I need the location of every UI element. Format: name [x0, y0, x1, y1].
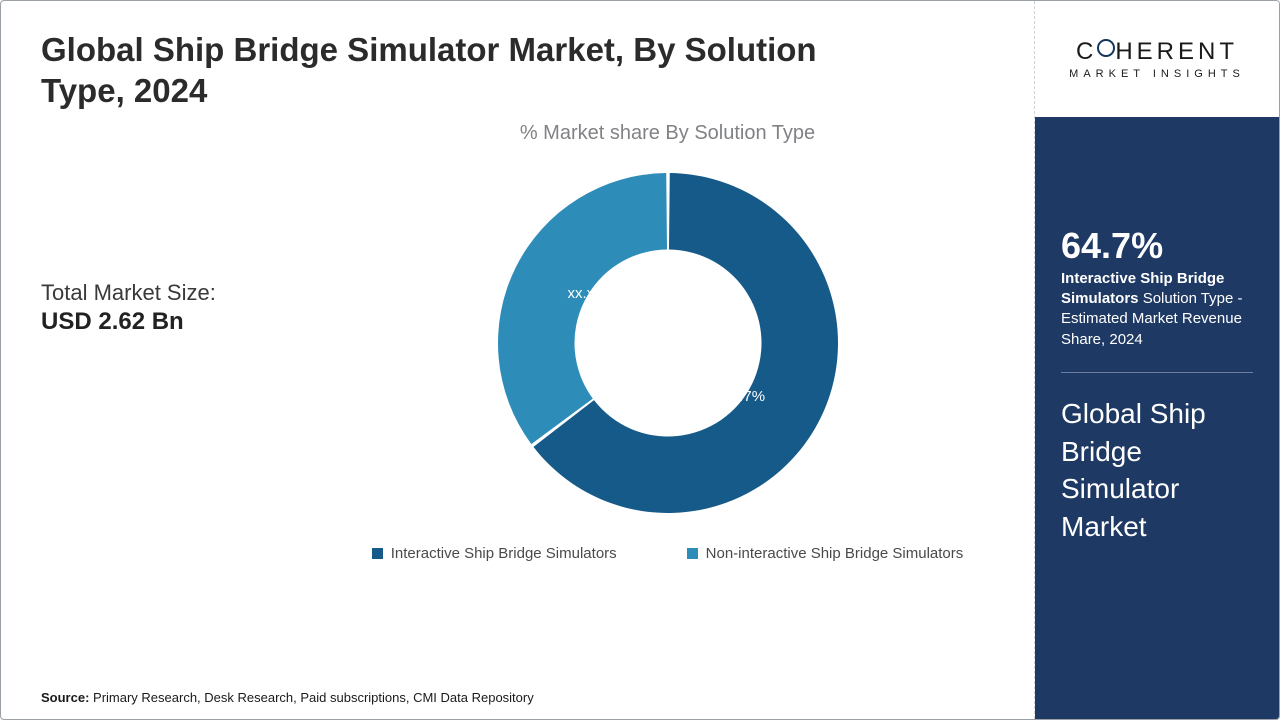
- logo-ring-icon: [1097, 38, 1115, 66]
- side-body: 64.7% Interactive Ship Bridge Simulators…: [1035, 117, 1279, 719]
- source-line: Source: Primary Research, Desk Research,…: [41, 690, 534, 705]
- logo-prefix: C: [1076, 38, 1097, 65]
- chart-column: % Market share By Solution Type 64.7% xx.…: [321, 112, 1014, 562]
- logo-line2: MARKET INSIGHTS: [1069, 68, 1245, 80]
- side-divider: [1061, 372, 1253, 373]
- donut-chart: 64.7% xx.x%: [488, 163, 848, 523]
- legend-swatch: [687, 548, 698, 559]
- donut-slice-label: 64.7%: [723, 388, 766, 405]
- logo-line1: C HERENT: [1069, 38, 1245, 67]
- side-title: Global Ship Bridge Simulator Market: [1061, 395, 1253, 546]
- donut-slice: [498, 173, 667, 444]
- donut-svg: [488, 163, 848, 523]
- source-text: Primary Research, Desk Research, Paid su…: [89, 690, 533, 705]
- side-description: Interactive Ship Bridge Simulators Solut…: [1061, 269, 1253, 350]
- market-size-label: Total Market Size:: [41, 280, 321, 306]
- chart-title: % Market share By Solution Type: [520, 122, 815, 145]
- chart-legend: Interactive Ship Bridge Simulators Non-in…: [372, 545, 964, 562]
- infographic-frame: Global Ship Bridge Simulator Market, By …: [0, 0, 1280, 720]
- legend-item: Interactive Ship Bridge Simulators: [372, 545, 617, 562]
- side-percent: 64.7%: [1061, 227, 1253, 265]
- source-label: Source:: [41, 690, 89, 705]
- logo-suffix: HERENT: [1115, 38, 1238, 65]
- legend-label: Non-interactive Ship Bridge Simulators: [706, 545, 964, 562]
- market-size-block: Total Market Size: USD 2.62 Bn: [41, 112, 321, 336]
- legend-label: Interactive Ship Bridge Simulators: [391, 545, 617, 562]
- side-panel: C HERENT MARKET INSIGHTS 64.7% Interactiv…: [1034, 1, 1279, 719]
- main-panel: Global Ship Bridge Simulator Market, By …: [1, 1, 1034, 719]
- chart-zone: Total Market Size: USD 2.62 Bn % Market …: [41, 112, 1014, 720]
- page-title: Global Ship Bridge Simulator Market, By …: [41, 29, 861, 112]
- brand-logo: C HERENT MARKET INSIGHTS: [1069, 38, 1245, 81]
- legend-item: Non-interactive Ship Bridge Simulators: [687, 545, 964, 562]
- logo-zone: C HERENT MARKET INSIGHTS: [1035, 1, 1279, 117]
- legend-swatch: [372, 548, 383, 559]
- donut-slice-label: xx.x%: [568, 285, 608, 302]
- market-size-value: USD 2.62 Bn: [41, 308, 321, 336]
